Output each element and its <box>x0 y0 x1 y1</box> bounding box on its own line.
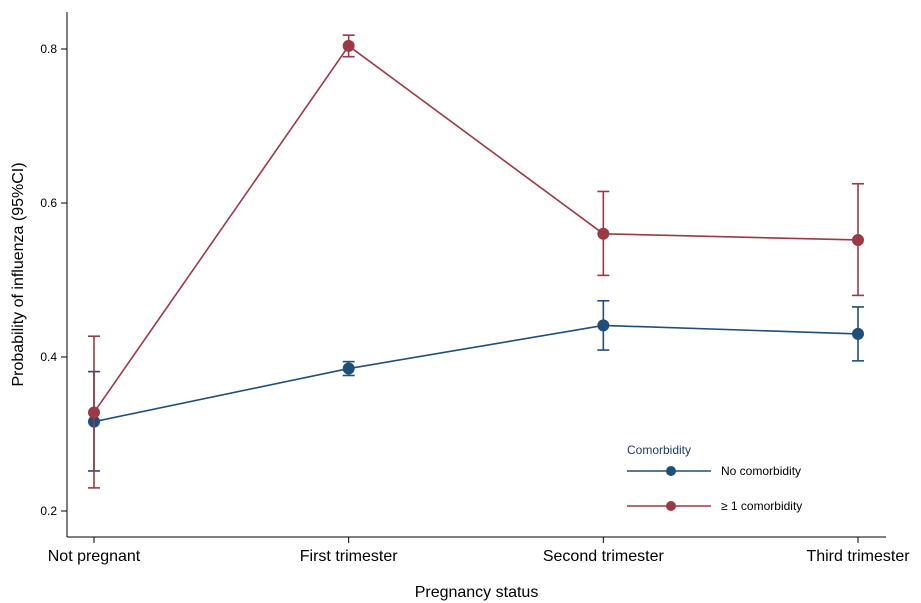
x-axis-title: Pregnancy status <box>415 584 539 601</box>
series-line <box>93 324 859 423</box>
y-tick-label: 0.4 <box>40 350 57 364</box>
series-2 <box>88 34 864 489</box>
x-tick-label: Not pregnant <box>48 548 141 565</box>
legend-label: No comorbidity <box>721 464 801 478</box>
series-line <box>93 44 859 413</box>
x-tick-label: Second trimester <box>543 548 665 565</box>
legend-items: No comorbidity ≥ 1 comorbidity <box>627 464 802 513</box>
y-ticks: 0.2 0.4 0.6 0.8 <box>40 42 67 518</box>
x-tick-label: Third trimester <box>806 548 910 565</box>
data-point <box>852 327 864 340</box>
plot-series <box>88 34 864 489</box>
legend-item: ≥ 1 comorbidity <box>627 499 802 513</box>
y-tick-label: 0.6 <box>40 196 57 210</box>
data-point <box>597 227 610 240</box>
legend-item: No comorbidity <box>627 464 801 478</box>
legend-title: Comorbidity <box>627 443 691 457</box>
data-point <box>342 39 355 52</box>
y-axis: 0.2 0.4 0.6 0.8 Probability of influenza (9… <box>10 12 68 537</box>
legend-label: ≥ 1 comorbidity <box>721 499 802 513</box>
x-tick-label: First trimester <box>300 548 398 565</box>
legend: Comorbidity No comorbidity ≥ 1 comorbidit… <box>627 443 802 513</box>
y-axis-title: Probability of influenza (95%CI) <box>10 162 27 386</box>
data-point <box>597 319 610 332</box>
y-tick-label: 0.2 <box>40 504 57 518</box>
data-point <box>852 233 864 246</box>
legend-marker <box>666 501 676 511</box>
legend-marker <box>666 466 676 476</box>
data-point <box>88 406 100 419</box>
x-axis: Not pregnant First trimester Second trimes… <box>48 536 910 601</box>
series-1 <box>88 299 864 472</box>
data-point <box>342 362 355 375</box>
x-ticks: Not pregnant First trimester Second trimes… <box>48 537 910 565</box>
y-tick-label: 0.8 <box>40 42 57 56</box>
